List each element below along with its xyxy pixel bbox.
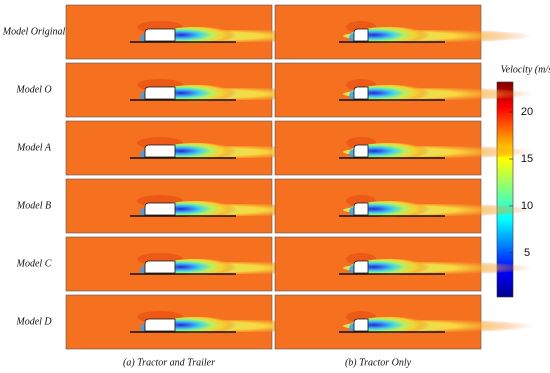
- vehicle: [144, 318, 176, 332]
- row-label: Model Original: [2, 26, 66, 37]
- vehicle: [353, 144, 369, 158]
- vehicle: [144, 260, 176, 274]
- row-label: Model C: [16, 258, 52, 269]
- vehicle: [353, 202, 369, 216]
- wake-core: [350, 259, 430, 275]
- column-label: (a) Tractor and Trailer: [123, 357, 215, 368]
- vehicle: [353, 28, 369, 42]
- colorbar-tick-label: 15: [521, 153, 533, 165]
- row-label: Model B: [16, 200, 51, 211]
- colorbar-tick-label: 5: [524, 247, 530, 259]
- wake-core: [157, 201, 237, 217]
- wake-core: [350, 27, 430, 43]
- wake-core: [157, 27, 237, 43]
- column-label: (b) Tractor Only: [345, 357, 412, 368]
- wake-core: [350, 317, 430, 333]
- vehicle: [144, 144, 176, 158]
- wake-core: [350, 143, 430, 159]
- colorbar: [496, 81, 514, 298]
- vehicle: [353, 260, 369, 274]
- wake-core: [157, 143, 237, 159]
- vehicle: [144, 86, 176, 100]
- wake-core: [157, 259, 237, 275]
- colorbar-tick-label: 20: [521, 106, 533, 118]
- colorbar-label: Velocity (m/s): [501, 64, 550, 75]
- vehicle: [353, 86, 369, 100]
- wake-core: [350, 85, 430, 101]
- row-label: Model O: [15, 84, 51, 95]
- vehicle: [144, 28, 176, 42]
- vehicle: [144, 202, 176, 216]
- vehicle: [353, 318, 369, 332]
- row-label: Model A: [16, 142, 52, 153]
- wake-core: [350, 201, 430, 217]
- wake-core: [157, 85, 237, 101]
- row-label: Model D: [15, 316, 52, 327]
- colorbar-tick-label: 10: [521, 200, 533, 212]
- wake-core: [157, 317, 237, 333]
